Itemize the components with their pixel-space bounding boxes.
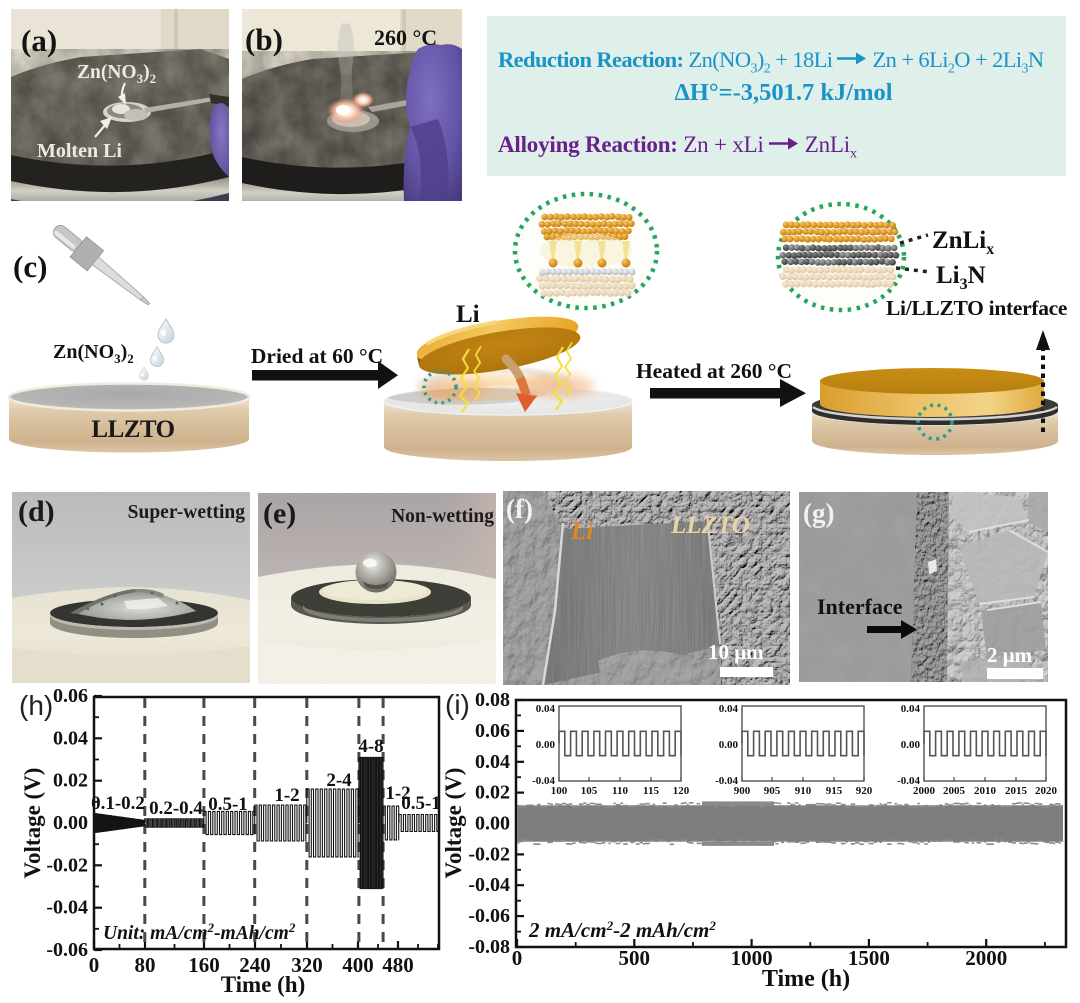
svg-text:2020: 2020 [1035, 785, 1058, 797]
svg-text:0.06: 0.06 [475, 720, 510, 742]
svg-text:0.00: 0.00 [536, 739, 556, 751]
svg-text:(b): (b) [245, 22, 283, 57]
svg-text:0: 0 [89, 953, 100, 977]
svg-text:(d): (d) [18, 495, 55, 528]
svg-text:120: 120 [673, 785, 690, 797]
svg-text:1500: 1500 [848, 946, 890, 970]
svg-text:-0.02: -0.02 [46, 854, 88, 876]
svg-text:Voltage (V): Voltage (V) [441, 768, 466, 879]
svg-text:240: 240 [239, 953, 271, 977]
svg-text:0.00: 0.00 [719, 739, 739, 751]
svg-text:LLZTO: LLZTO [91, 416, 174, 443]
svg-text:0.2-0.4: 0.2-0.4 [149, 798, 203, 819]
svg-text:105: 105 [581, 785, 598, 797]
svg-text:Time (h): Time (h) [221, 972, 306, 997]
svg-text:-0.06: -0.06 [46, 939, 88, 961]
svg-text:LLZTO: LLZTO [670, 512, 750, 539]
svg-text:-0.04: -0.04 [468, 874, 510, 896]
svg-text:2000: 2000 [913, 785, 936, 797]
svg-text:-0.04: -0.04 [46, 897, 88, 919]
svg-text:2 mA/cm2-2 mAh/cm2: 2 mA/cm2-2 mAh/cm2 [528, 918, 716, 942]
svg-text:0.04: 0.04 [901, 703, 921, 715]
svg-text:Molten Li: Molten Li [37, 140, 122, 162]
svg-text:Unit: mA/cm2-mAh/cm2: Unit: mA/cm2-mAh/cm2 [103, 920, 296, 944]
svg-text:-0.08: -0.08 [468, 936, 510, 958]
svg-text:10 μm: 10 μm [708, 640, 764, 664]
svg-text:(h): (h) [19, 690, 53, 721]
svg-text:Dried at 60 °C: Dried at 60 °C [251, 344, 383, 368]
svg-text:0: 0 [512, 946, 523, 970]
svg-text:2 μm: 2 μm [987, 643, 1033, 667]
svg-text:320: 320 [291, 953, 323, 977]
svg-text:1-2: 1-2 [385, 783, 410, 804]
svg-text:2000: 2000 [965, 946, 1007, 970]
svg-text:80: 80 [135, 953, 156, 977]
svg-text:0.02: 0.02 [53, 770, 88, 792]
svg-text:(i): (i) [445, 689, 470, 720]
svg-text:-0.04: -0.04 [532, 775, 555, 787]
svg-text:100: 100 [551, 785, 568, 797]
svg-text:(c): (c) [13, 249, 47, 284]
svg-text:0.04: 0.04 [53, 727, 88, 749]
svg-text:Li: Li [456, 301, 480, 328]
svg-text:400: 400 [342, 953, 374, 977]
svg-text:0.5-1: 0.5-1 [208, 794, 248, 815]
svg-text:915: 915 [826, 785, 843, 797]
svg-text:Non-wetting: Non-wetting [391, 506, 494, 527]
svg-text:ZnLix: ZnLix [932, 227, 994, 258]
svg-text:905: 905 [764, 785, 781, 797]
svg-text:115: 115 [643, 785, 659, 797]
svg-text:910: 910 [795, 785, 812, 797]
svg-text:1000: 1000 [731, 946, 773, 970]
svg-text:Heated at 260 °C: Heated at 260 °C [636, 359, 792, 383]
svg-text:Li/LLZTO interface: Li/LLZTO interface [886, 296, 1067, 320]
svg-text:0.5-1: 0.5-1 [401, 793, 441, 814]
svg-text:Time (h): Time (h) [762, 966, 850, 992]
svg-text:(f): (f) [506, 494, 533, 524]
svg-text:920: 920 [856, 785, 873, 797]
svg-text:(e): (e) [263, 497, 296, 530]
svg-text:0.04: 0.04 [475, 751, 510, 773]
svg-text:2010: 2010 [974, 785, 997, 797]
svg-text:0.00: 0.00 [475, 813, 510, 835]
svg-text:-0.06: -0.06 [468, 905, 510, 927]
svg-text:2005: 2005 [943, 785, 966, 797]
svg-text:0.02: 0.02 [475, 782, 510, 804]
svg-text:Zn(NO3)2: Zn(NO3)2 [53, 341, 134, 366]
svg-text:-0.02: -0.02 [468, 843, 510, 865]
svg-text:500: 500 [619, 946, 651, 970]
svg-text:Interface: Interface [817, 594, 903, 619]
svg-text:4-8: 4-8 [358, 736, 383, 757]
svg-text:2-4: 2-4 [326, 770, 352, 791]
svg-text:-0.04: -0.04 [897, 775, 920, 787]
svg-text:0.04: 0.04 [536, 703, 556, 715]
svg-text:0.1-0.2: 0.1-0.2 [91, 793, 145, 814]
svg-text:Voltage (V): Voltage (V) [20, 768, 45, 879]
svg-text:(g): (g) [803, 498, 834, 528]
svg-text:0.06: 0.06 [53, 685, 88, 707]
svg-text:260 °C: 260 °C [374, 25, 437, 50]
svg-text:(a): (a) [21, 23, 57, 58]
svg-text:0.04: 0.04 [719, 703, 739, 715]
svg-text:1-2: 1-2 [274, 785, 299, 806]
svg-text:Li3N: Li3N [936, 262, 986, 293]
svg-text:Li: Li [570, 518, 593, 545]
svg-text:Super-wetting: Super-wetting [128, 502, 246, 523]
svg-text:160: 160 [188, 953, 220, 977]
svg-text:-0.04: -0.04 [715, 775, 738, 787]
svg-text:2015: 2015 [1005, 785, 1028, 797]
svg-text:900: 900 [734, 785, 751, 797]
svg-text:110: 110 [612, 785, 628, 797]
svg-text:0.00: 0.00 [901, 739, 921, 751]
svg-text:0.00: 0.00 [53, 812, 88, 834]
svg-text:480: 480 [382, 953, 414, 977]
svg-text:0.08: 0.08 [475, 689, 510, 711]
svg-text:Zn(NO3)2: Zn(NO3)2 [77, 62, 156, 86]
